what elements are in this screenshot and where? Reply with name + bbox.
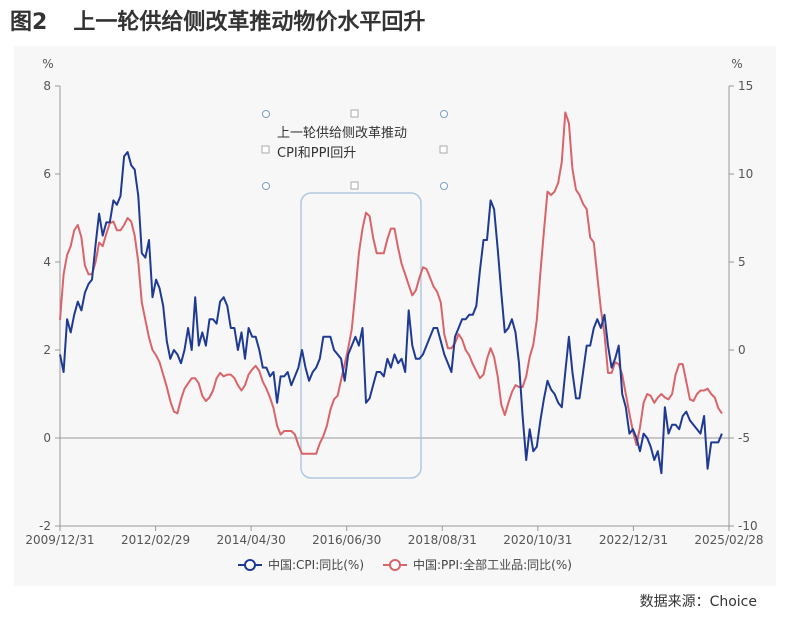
left-tick-label: -2 (39, 519, 51, 533)
series-layer (59, 111, 723, 475)
chart-panel (14, 46, 776, 586)
x-tick-label: 2025/02/28 (694, 533, 763, 547)
annotation-line-1: 上一轮供给侧改革推动 (277, 126, 407, 141)
handle-bottom-mid[interactable] (350, 181, 359, 190)
x-tick-label: 2018/08/31 (408, 533, 477, 547)
handle-top-right[interactable] (440, 110, 448, 118)
handle-top-left[interactable] (262, 110, 270, 118)
legend: 中国:CPI:同比(%) 中国:PPI:全部工业品:同比(%) (238, 557, 572, 572)
x-tick-label: 2012/02/29 (121, 533, 190, 547)
x-tick-label: 2022/12/31 (599, 533, 668, 547)
left-tick-label: 8 (43, 79, 51, 93)
figure-title-text: 上一轮供给侧改革推动物价水平回升 (73, 10, 426, 35)
annotation-highlight-box (300, 192, 422, 479)
left-tick-label: 4 (43, 255, 51, 269)
handle-bottom-right[interactable] (440, 182, 448, 190)
figure-number: 图2 (10, 10, 48, 35)
data-source-note: 数据来源：Choice (639, 594, 757, 610)
right-tick-label: 10 (738, 167, 753, 181)
axes-layer: % % -2 0 2 4 6 8 -10 -5 0 5 10 15 2009/12/31 2012/02/29… (25, 57, 763, 547)
left-tick-label: 6 (43, 167, 51, 181)
x-tick-label: 2009/12/31 (25, 533, 94, 547)
handle-mid-right[interactable] (439, 145, 448, 154)
handle-top-mid[interactable] (350, 109, 359, 118)
right-tick-label: 15 (738, 79, 753, 93)
figure-title: 图2 上一轮供给侧改革推动物价水平回升 (10, 4, 425, 36)
cpi-series-line (59, 151, 723, 475)
ppi-series-line (59, 111, 723, 455)
right-tick-label: -10 (738, 519, 758, 533)
legend-ppi-swatch-marker (389, 559, 401, 571)
left-tick-label: 2 (43, 343, 51, 357)
right-tick-label: -5 (738, 431, 750, 445)
x-tick-label: 2014/04/30 (217, 533, 286, 547)
handle-bottom-left[interactable] (262, 182, 270, 190)
legend-cpi-swatch-marker (244, 559, 256, 571)
left-tick-label: 0 (43, 431, 51, 445)
x-tick-label: 2020/10/31 (503, 533, 572, 547)
annotation-textbox: 上一轮供给侧改革推动 CPI和PPI回升 (261, 109, 448, 190)
right-tick-label: 0 (738, 343, 746, 357)
legend-cpi-label: 中国:CPI:同比(%) (268, 557, 364, 572)
handle-mid-left[interactable] (261, 145, 270, 154)
right-axis-unit: % (731, 57, 742, 71)
legend-ppi-label: 中国:PPI:全部工业品:同比(%) (413, 557, 572, 572)
x-tick-label: 2016/06/30 (312, 533, 381, 547)
cpi-ppi-line-chart: % % -2 0 2 4 6 8 -10 -5 0 5 10 15 2009/12/31 2012/02/29… (25, 57, 763, 572)
annotation-line-2: CPI和PPI回升 (277, 146, 356, 161)
left-axis-unit: % (42, 57, 53, 71)
right-tick-label: 5 (738, 255, 746, 269)
